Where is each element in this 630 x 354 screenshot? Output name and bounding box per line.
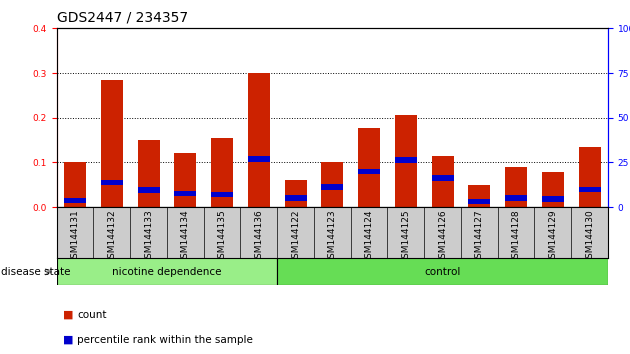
Bar	[211, 192, 233, 197]
Text: GDS2447 / 234357: GDS2447 / 234357	[57, 11, 188, 25]
Text: GSM144128: GSM144128	[512, 210, 520, 264]
Text: GSM144136: GSM144136	[255, 210, 263, 264]
Text: GSM144131: GSM144131	[71, 210, 79, 264]
Text: ■: ■	[63, 310, 74, 320]
Bar	[248, 156, 270, 161]
Bar	[101, 80, 123, 207]
Text: GSM144129: GSM144129	[548, 210, 558, 264]
Text: GSM144127: GSM144127	[475, 210, 484, 264]
Bar	[64, 198, 86, 203]
Bar	[542, 172, 564, 207]
Text: GSM144123: GSM144123	[328, 210, 337, 264]
Bar	[285, 180, 307, 207]
Text: GSM144122: GSM144122	[291, 210, 300, 264]
Text: GSM144135: GSM144135	[217, 210, 227, 264]
Text: count: count	[77, 310, 107, 320]
Text: nicotine dependence: nicotine dependence	[112, 267, 222, 277]
Bar	[542, 196, 564, 202]
Bar	[175, 154, 197, 207]
Bar	[468, 185, 490, 207]
Bar	[321, 184, 343, 190]
Bar	[578, 187, 600, 192]
Text: GSM144126: GSM144126	[438, 210, 447, 264]
Bar	[57, 258, 277, 285]
Bar	[358, 169, 380, 174]
Text: GSM144125: GSM144125	[401, 210, 410, 264]
Bar	[175, 191, 197, 196]
Text: disease state: disease state	[1, 267, 71, 277]
Text: GSM144133: GSM144133	[144, 210, 153, 264]
Bar	[395, 115, 417, 207]
Text: GSM144130: GSM144130	[585, 210, 594, 264]
Bar	[64, 162, 86, 207]
Bar	[358, 127, 380, 207]
Bar	[137, 140, 159, 207]
Text: GSM144134: GSM144134	[181, 210, 190, 264]
Bar	[321, 162, 343, 207]
Bar	[432, 175, 454, 181]
Bar	[137, 187, 159, 193]
Bar	[101, 180, 123, 185]
Bar	[248, 73, 270, 207]
Text: GSM144132: GSM144132	[107, 210, 117, 264]
Text: percentile rank within the sample: percentile rank within the sample	[77, 335, 253, 345]
Text: ■: ■	[63, 335, 74, 345]
Text: GSM144124: GSM144124	[365, 210, 374, 264]
Bar	[285, 195, 307, 201]
Text: control: control	[425, 267, 461, 277]
Bar	[432, 156, 454, 207]
Bar	[505, 167, 527, 207]
Bar	[505, 195, 527, 201]
Bar	[277, 258, 608, 285]
Bar	[468, 199, 490, 204]
Bar	[211, 138, 233, 207]
Bar	[578, 147, 600, 207]
Bar	[395, 158, 417, 163]
